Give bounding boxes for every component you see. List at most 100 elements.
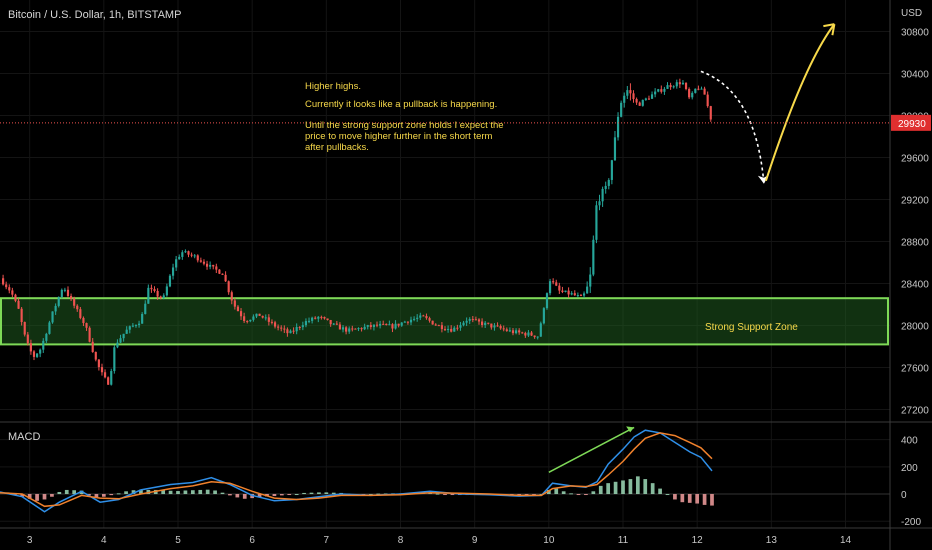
- candle: [196, 255, 199, 261]
- candle: [598, 201, 601, 206]
- candle: [45, 333, 48, 341]
- macd-histogram-bar: [546, 489, 551, 495]
- candle: [669, 85, 672, 88]
- candle: [366, 325, 369, 327]
- macd-histogram-bar: [368, 494, 373, 496]
- support-zone-label: Strong Support Zone: [705, 322, 798, 333]
- candle: [552, 281, 555, 283]
- candle: [107, 377, 110, 385]
- macd-histogram-bar: [591, 491, 596, 495]
- candle: [706, 94, 709, 107]
- macd-histogram-bar: [598, 485, 603, 495]
- candle: [650, 94, 654, 99]
- candle: [382, 323, 385, 325]
- target-arrow: [764, 23, 836, 182]
- candle: [375, 324, 379, 326]
- candle: [267, 317, 270, 322]
- candle: [137, 323, 141, 326]
- macd-tick-label: -200: [901, 517, 921, 528]
- time-tick-label: 10: [543, 535, 555, 546]
- candle: [76, 305, 79, 310]
- candle: [184, 251, 187, 253]
- macd-histogram-bar: [695, 494, 700, 504]
- candle: [97, 359, 100, 368]
- candle: [477, 319, 481, 322]
- support-zone-layer: [0, 297, 889, 346]
- macd-histogram-bar: [190, 490, 195, 495]
- candle: [280, 327, 283, 329]
- macd-histogram-bar: [213, 490, 217, 495]
- candle: [261, 315, 264, 318]
- candle: [32, 351, 36, 357]
- time-tick-label: 5: [175, 535, 181, 546]
- candle: [564, 290, 567, 292]
- candle: [413, 318, 416, 320]
- candle: [36, 353, 39, 357]
- candle: [555, 282, 558, 286]
- candle: [270, 321, 274, 323]
- candle: [363, 326, 366, 330]
- candle: [505, 329, 508, 331]
- price-tick-label: 28000: [901, 322, 929, 333]
- candle: [221, 273, 224, 275]
- macd-histogram-bar: [72, 490, 77, 495]
- candle: [218, 269, 221, 274]
- candle: [20, 308, 23, 323]
- candle: [202, 261, 206, 264]
- macd-histogram-bar: [27, 494, 32, 499]
- macd-histogram-bar: [687, 494, 692, 503]
- macd-histogram-bar: [124, 491, 128, 495]
- candle: [626, 90, 629, 96]
- candle: [428, 318, 431, 321]
- candle: [348, 328, 351, 332]
- candle: [73, 298, 76, 306]
- candle: [391, 324, 394, 329]
- candle: [360, 328, 363, 330]
- candle: [144, 303, 147, 314]
- macd-histogram-bar: [220, 492, 225, 495]
- candle: [425, 316, 428, 319]
- target-arrowhead: [823, 23, 836, 36]
- candle: [134, 325, 138, 327]
- candle: [42, 340, 45, 350]
- annotation-line-4: price to move higher further in the shor…: [305, 131, 493, 142]
- candle: [100, 367, 104, 373]
- candle: [128, 326, 131, 330]
- candle: [406, 321, 409, 323]
- candle: [709, 106, 712, 120]
- macd-histogram-bar: [131, 490, 136, 495]
- candle: [663, 88, 666, 92]
- price-tick-label: 30400: [901, 70, 929, 81]
- candle: [29, 343, 32, 352]
- macd-histogram-bar: [109, 494, 114, 496]
- candle: [131, 325, 134, 327]
- candle: [79, 309, 82, 318]
- price-tick-label: 29200: [901, 196, 929, 207]
- candle: [660, 89, 663, 92]
- macd-histogram-bar: [272, 494, 277, 497]
- macd-histogram-bar: [139, 489, 143, 495]
- candle: [620, 102, 623, 117]
- candle: [110, 371, 113, 385]
- macd-histogram-bar: [650, 483, 655, 495]
- candle: [456, 327, 459, 329]
- macd-histogram-bar: [79, 490, 84, 495]
- candle: [175, 259, 178, 268]
- candle: [233, 300, 236, 307]
- candle: [514, 330, 518, 334]
- macd-histogram-bar: [643, 479, 648, 495]
- macd-histogram-bar: [116, 493, 121, 495]
- time-tick-label: 11: [618, 535, 629, 546]
- candle: [181, 252, 184, 257]
- macd-histogram-bar: [20, 494, 25, 497]
- candle: [122, 333, 125, 339]
- macd-histogram-bar: [176, 491, 180, 495]
- macd-histogram-bar: [279, 494, 284, 496]
- macd-histogram-bar: [621, 480, 625, 495]
- candle: [567, 290, 570, 295]
- candle: [88, 327, 91, 342]
- candle: [26, 334, 29, 344]
- macd-histogram-bar: [161, 490, 166, 495]
